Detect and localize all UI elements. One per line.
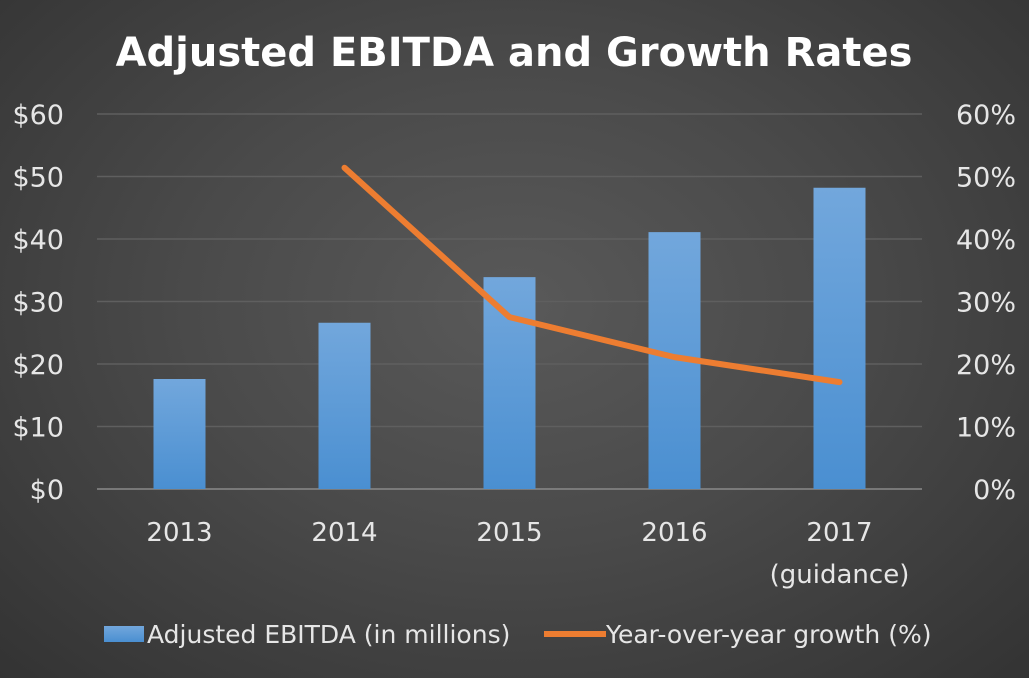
y-left-tick-label: $40: [12, 225, 64, 256]
y-left-tick-label: $20: [12, 350, 64, 381]
y-right-tick-label: 60%: [956, 100, 1016, 131]
x-tick-label: 2013: [146, 518, 212, 548]
x-tick-label: 2015: [476, 518, 542, 548]
chart-title: Adjusted EBITDA and Growth Rates: [116, 30, 913, 76]
legend-bar-swatch: [104, 626, 144, 642]
y-left-tick-label: $0: [30, 475, 64, 506]
y-right-tick-label: 40%: [956, 225, 1016, 256]
y-right-tick-label: 50%: [956, 163, 1016, 194]
legend-bar-label: Adjusted EBITDA (in millions): [147, 620, 510, 649]
x-tick-label: 2017: [806, 518, 872, 548]
bar-2013: [153, 379, 206, 489]
x-tick-label: 2016: [641, 518, 707, 548]
y-left-tick-label: $10: [12, 413, 64, 444]
y-right-tick-label: 10%: [956, 413, 1016, 444]
y-right-tick-label: 0%: [973, 475, 1016, 506]
y-right-tick-label: 20%: [956, 350, 1016, 381]
bar-2014: [318, 322, 371, 489]
bar-2015: [483, 277, 536, 489]
y-left-tick-label: $30: [12, 288, 64, 319]
y-left-tick-label: $50: [12, 163, 64, 194]
x-tick-label: (guidance): [770, 560, 910, 590]
y-right-tick-label: 30%: [956, 288, 1016, 319]
y-left-tick-label: $60: [12, 100, 64, 131]
legend-line-label: Year-over-year growth (%): [605, 620, 931, 649]
growth-line: [341, 164, 843, 386]
bar-2017: [813, 187, 866, 489]
x-tick-label: 2014: [311, 518, 377, 548]
